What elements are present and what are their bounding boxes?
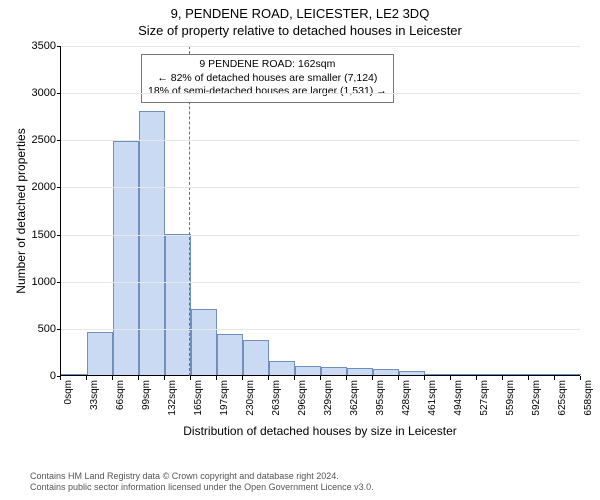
xtick-mark <box>112 376 113 380</box>
xtick-label: 428sqm <box>401 380 412 416</box>
xtick-mark <box>164 376 165 380</box>
histogram-bar <box>269 361 295 375</box>
annotation-line3: 18% of semi-detached houses are larger (… <box>148 85 387 99</box>
gridline <box>61 282 580 283</box>
xtick-mark <box>580 376 581 380</box>
xtick-mark <box>528 376 529 380</box>
xtick-label: 461sqm <box>427 380 438 416</box>
histogram-bar <box>191 309 217 375</box>
ytick-label: 2000 <box>16 181 56 193</box>
xtick-mark <box>190 376 191 380</box>
histogram-bar <box>61 374 87 375</box>
gridline <box>61 93 580 94</box>
histogram-bar <box>139 111 165 375</box>
xtick-mark <box>60 376 61 380</box>
page-subtitle: Size of property relative to detached ho… <box>0 23 600 38</box>
xtick-label: 165sqm <box>193 380 204 416</box>
ytick-label: 3500 <box>16 40 56 52</box>
xtick-label: 329sqm <box>323 380 334 416</box>
xtick-mark <box>476 376 477 380</box>
ytick-label: 1500 <box>16 229 56 241</box>
x-axis-label: Distribution of detached houses by size … <box>60 424 580 438</box>
xtick-label: 658sqm <box>583 380 594 416</box>
xtick-label: 99sqm <box>141 380 152 410</box>
xtick-mark <box>502 376 503 380</box>
ytick-mark <box>57 235 61 236</box>
histogram-bar <box>425 374 451 375</box>
ytick-mark <box>57 187 61 188</box>
ytick-label: 1000 <box>16 276 56 288</box>
page-address: 9, PENDENE ROAD, LEICESTER, LE2 3DQ <box>0 0 600 21</box>
ytick-label: 3000 <box>16 87 56 99</box>
xtick-label: 0sqm <box>63 380 74 404</box>
gridline <box>61 46 580 47</box>
plot-area: 9 PENDENE ROAD: 162sqm ← 82% of detached… <box>60 46 580 376</box>
histogram-bar <box>373 369 399 375</box>
xtick-label: 263sqm <box>271 380 282 416</box>
xtick-label: 494sqm <box>453 380 464 416</box>
histogram-bar <box>165 234 191 375</box>
gridline <box>61 140 580 141</box>
annotation-line1: 9 PENDENE ROAD: 162sqm <box>148 58 387 72</box>
xtick-label: 527sqm <box>479 380 490 416</box>
histogram-bar <box>477 374 503 375</box>
ytick-mark <box>57 93 61 94</box>
annotation-line2: ← 82% of detached houses are smaller (7,… <box>148 72 387 86</box>
annotation-box: 9 PENDENE ROAD: 162sqm ← 82% of detached… <box>141 54 394 103</box>
histogram-bar <box>555 374 581 375</box>
xtick-label: 296sqm <box>297 380 308 416</box>
xtick-mark <box>86 376 87 380</box>
xtick-mark <box>398 376 399 380</box>
gridline <box>61 329 580 330</box>
footer-line2: Contains public sector information licen… <box>30 482 374 494</box>
gridline <box>61 187 580 188</box>
xtick-mark <box>138 376 139 380</box>
xtick-mark <box>294 376 295 380</box>
gridline <box>61 235 580 236</box>
histogram-bar <box>295 366 321 375</box>
footer-line1: Contains HM Land Registry data © Crown c… <box>30 471 374 483</box>
histogram-bar <box>529 374 555 375</box>
ytick-mark <box>57 282 61 283</box>
histogram-bar <box>217 334 243 375</box>
histogram-bar <box>347 368 373 375</box>
xtick-label: 395sqm <box>375 380 386 416</box>
ytick-mark <box>57 329 61 330</box>
histogram-bar <box>113 141 139 375</box>
xtick-mark <box>372 376 373 380</box>
xtick-label: 33sqm <box>89 380 100 410</box>
ytick-label: 500 <box>16 323 56 335</box>
xtick-label: 197sqm <box>219 380 230 416</box>
ytick-label: 0 <box>16 370 56 382</box>
histogram-bar <box>451 374 477 375</box>
xtick-label: 66sqm <box>115 380 126 410</box>
ytick-mark <box>57 140 61 141</box>
ytick-mark <box>57 46 61 47</box>
histogram-bar <box>87 332 113 375</box>
xtick-label: 559sqm <box>505 380 516 416</box>
ytick-label: 2500 <box>16 134 56 146</box>
chart-container: Number of detached properties 9 PENDENE … <box>60 46 580 416</box>
xtick-mark <box>242 376 243 380</box>
xtick-mark <box>320 376 321 380</box>
xtick-label: 362sqm <box>349 380 360 416</box>
xtick-label: 625sqm <box>557 380 568 416</box>
histogram-bar <box>503 374 529 375</box>
histogram-bar <box>399 371 425 375</box>
footer: Contains HM Land Registry data © Crown c… <box>30 471 374 494</box>
xtick-label: 230sqm <box>245 380 256 416</box>
histogram-bar <box>321 367 347 375</box>
xtick-mark <box>424 376 425 380</box>
histogram-bar <box>243 340 269 375</box>
xtick-label: 592sqm <box>531 380 542 416</box>
xtick-mark <box>450 376 451 380</box>
xtick-mark <box>216 376 217 380</box>
xtick-mark <box>268 376 269 380</box>
xtick-label: 132sqm <box>167 380 178 416</box>
xtick-mark <box>554 376 555 380</box>
xtick-mark <box>346 376 347 380</box>
